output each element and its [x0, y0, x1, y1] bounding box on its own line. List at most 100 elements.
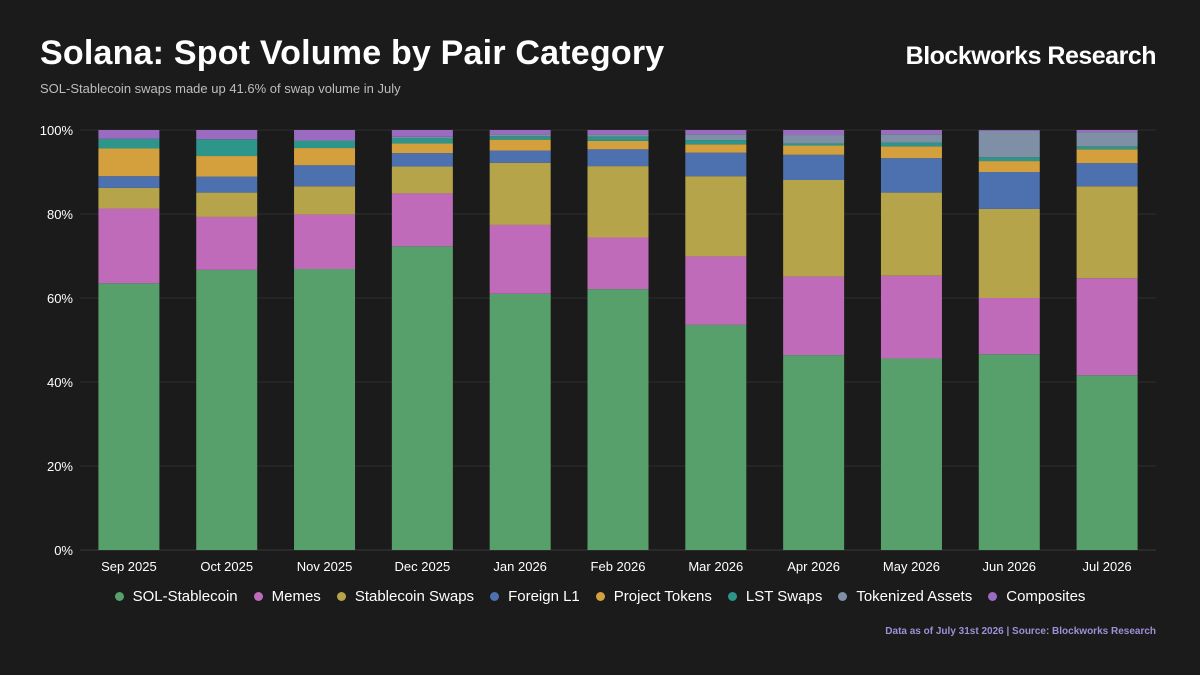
x-tick-label: Jun 2026 [983, 559, 1037, 574]
bar-segment [294, 130, 356, 141]
bar-segment [587, 136, 649, 141]
bar-segment [783, 130, 845, 136]
bar-segment [978, 157, 1040, 162]
bar-segment [98, 283, 160, 550]
bar-segment [978, 130, 1040, 158]
bar-segment [685, 130, 747, 135]
x-tick-label: Oct 2025 [200, 559, 253, 574]
bar-segment [587, 166, 649, 238]
bar-segment [587, 289, 649, 550]
y-tick-label: 100% [40, 123, 74, 138]
bar-segment [489, 139, 551, 151]
legend-label: Memes [271, 588, 321, 605]
legend-item: Stablecoin Swaps [336, 588, 474, 605]
bar-segment [587, 130, 649, 135]
bar-segment [685, 176, 747, 257]
bar-segment [98, 176, 160, 188]
bar-segment [98, 130, 160, 139]
bar-segment [978, 172, 1040, 209]
bar-segment [978, 130, 1040, 131]
brand-logo-text: Blockworks Research [905, 42, 1157, 70]
legend-swatch [988, 592, 998, 601]
bar-segment [196, 156, 258, 177]
bar-segment [391, 193, 453, 247]
bar-segment [196, 192, 258, 217]
legend-label: LST Swaps [745, 588, 823, 605]
legend-swatch [838, 592, 848, 601]
bar-segment [489, 150, 551, 163]
bar-segment [98, 187, 160, 209]
x-tick-label: Apr 2026 [787, 559, 840, 574]
bar-segment [196, 130, 258, 140]
bar-segment [489, 162, 551, 225]
legend-swatch [114, 592, 124, 601]
bar-segment [880, 358, 942, 550]
x-tick-label: Jan 2026 [493, 559, 547, 574]
y-tick-label: 40% [47, 375, 73, 390]
bar-segment [196, 176, 258, 193]
bar-segment [978, 161, 1040, 172]
bar-segment [489, 136, 551, 140]
legend-item: LST Swaps [727, 588, 823, 605]
y-tick-label: 0% [54, 543, 73, 558]
y-tick-label: 60% [47, 291, 73, 306]
legend-item: Tokenized Assets [838, 588, 972, 605]
bar-segment [294, 140, 356, 149]
bar-segment [391, 166, 453, 194]
bar-segment [880, 130, 942, 135]
legend-item: Memes [253, 588, 321, 605]
legend-label: Project Tokens [613, 588, 712, 605]
bar-segment [978, 298, 1040, 355]
bar-segment [391, 136, 453, 138]
x-tick-label: May 2026 [883, 559, 940, 574]
bar-segment [685, 256, 747, 325]
bar-segment [391, 153, 453, 167]
x-tick-label: Feb 2026 [591, 559, 646, 574]
source-footnote: Data as of July 31st 2026 | Source: Bloc… [885, 626, 1156, 637]
legend-swatch [727, 592, 737, 601]
bar-segment [685, 140, 747, 145]
bar-segment [685, 152, 747, 177]
legend-label: SOL-Stablecoin [132, 588, 238, 605]
bar-segment [1076, 130, 1138, 133]
bar-segment [489, 224, 551, 294]
legend-item: SOL-Stablecoin [114, 588, 238, 605]
legend-item: Project Tokens [595, 588, 712, 605]
bar-segment [783, 355, 845, 550]
bar-segment [391, 246, 453, 550]
bar-segment [685, 144, 747, 153]
bar-segment [1076, 149, 1138, 164]
bar-segment [391, 143, 453, 154]
legend-item: Foreign L1 [490, 588, 580, 605]
bar-segment [587, 134, 649, 137]
bar-segment [489, 134, 551, 137]
bar-segment [783, 276, 845, 356]
chart-legend: SOL-Stablecoin Memes Stablecoin Swaps Forei… [0, 588, 1200, 605]
chart-title: Solana: Spot Volume by Pair Category [40, 34, 665, 72]
bar-segment [489, 293, 551, 550]
bar-segment [1076, 132, 1138, 147]
y-tick-label: 20% [47, 459, 73, 474]
chart-subtitle: SOL-Stablecoin swaps made up 41.6% of sw… [40, 81, 401, 96]
x-tick-label: Jul 2026 [1083, 559, 1132, 574]
bar-segment [587, 140, 649, 150]
bar-segment [685, 324, 747, 550]
bar-segment [98, 208, 160, 284]
bar-segment [294, 269, 356, 550]
bar-segment [783, 135, 845, 144]
bar-segment [783, 143, 845, 146]
legend-swatch [595, 592, 605, 601]
bar-segment [294, 186, 356, 215]
bar-segment [880, 158, 942, 193]
x-tick-label: Sep 2025 [101, 559, 157, 574]
x-tick-label: Nov 2025 [297, 559, 353, 574]
bar-segment [294, 214, 356, 270]
bar-segment [489, 130, 551, 135]
bar-segment [880, 275, 942, 359]
bar-segment [196, 216, 258, 270]
bar-segment [978, 354, 1040, 550]
bar-segment [1076, 146, 1138, 150]
bar-segment [391, 130, 453, 137]
legend-swatch [253, 592, 263, 601]
